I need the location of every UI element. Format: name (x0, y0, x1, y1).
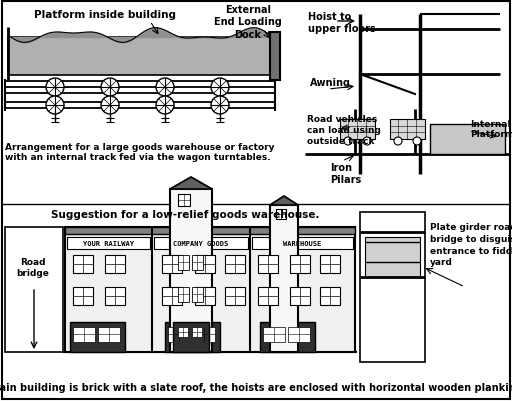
Circle shape (344, 138, 352, 146)
Bar (168, 327, 190, 342)
Circle shape (156, 97, 174, 115)
Bar (73, 287, 93, 305)
Bar (178, 255, 189, 270)
Bar (65, 227, 355, 352)
Bar (8, 38, 270, 76)
Bar (170, 190, 212, 352)
Text: Road vehicles
can load using
outside track: Road vehicles can load using outside tra… (307, 115, 381, 146)
Circle shape (46, 97, 64, 115)
Circle shape (211, 79, 229, 97)
Bar (270, 33, 280, 81)
Text: Plate girder road
bridge to disguise
entrance to fiddle
yard: Plate girder road bridge to disguise ent… (430, 223, 512, 267)
Bar (390, 120, 425, 140)
Text: Awning: Awning (310, 78, 351, 88)
Circle shape (46, 79, 64, 97)
Bar (5, 227, 63, 352)
Bar (173, 322, 209, 352)
Bar (178, 327, 188, 337)
Bar (290, 255, 310, 273)
Bar (360, 213, 425, 362)
Text: COMPANY GOODS: COMPANY GOODS (174, 241, 229, 246)
Text: Road
bridge: Road bridge (16, 258, 50, 277)
Bar (340, 120, 375, 140)
Bar (67, 237, 150, 249)
Text: Platform inside building: Platform inside building (34, 10, 176, 20)
Bar (252, 237, 353, 249)
Text: Suggestion for a low-relief goods warehouse.: Suggestion for a low-relief goods wareho… (51, 209, 319, 219)
Text: WAREHOUSE: WAREHOUSE (283, 241, 321, 246)
Bar (288, 327, 310, 342)
Bar (195, 255, 215, 273)
Bar (105, 287, 125, 305)
Bar (73, 327, 95, 342)
Text: YOUR RAILWAY: YOUR RAILWAY (82, 241, 134, 246)
Bar (73, 255, 93, 273)
Bar (178, 287, 189, 302)
Bar (260, 322, 315, 352)
Bar (225, 287, 245, 305)
Polygon shape (170, 178, 212, 190)
Bar (70, 322, 125, 352)
Bar (192, 287, 203, 302)
Circle shape (101, 79, 119, 97)
Bar (162, 255, 182, 273)
Text: Iron
Pilars: Iron Pilars (330, 162, 361, 184)
Bar (225, 255, 245, 273)
Bar (430, 125, 505, 155)
Bar (98, 327, 120, 342)
Bar (193, 327, 215, 342)
Bar (320, 255, 340, 273)
Bar (154, 237, 248, 249)
Circle shape (413, 138, 421, 146)
Bar (105, 255, 125, 273)
Bar (258, 287, 278, 305)
Bar (162, 287, 182, 305)
Circle shape (363, 138, 371, 146)
Circle shape (394, 138, 402, 146)
Bar (320, 287, 340, 305)
Bar (178, 194, 190, 207)
Text: Hoist to
upper floors: Hoist to upper floors (308, 12, 376, 34)
Text: Main building is brick with a slate roof, the hoists are enclosed with horizonta: Main building is brick with a slate roof… (0, 382, 512, 392)
Bar (65, 227, 355, 235)
Bar (290, 287, 310, 305)
Polygon shape (270, 196, 298, 205)
Bar (365, 237, 420, 277)
Text: Arrangement for a large goods warehouse or factory
with an internal track fed vi: Arrangement for a large goods warehouse … (5, 143, 274, 162)
Bar (165, 322, 220, 352)
Circle shape (101, 97, 119, 115)
Text: Internal
Platform: Internal Platform (470, 120, 512, 139)
Bar (195, 287, 215, 305)
Bar (270, 205, 298, 352)
Bar (263, 327, 285, 342)
Bar (258, 255, 278, 273)
Circle shape (211, 97, 229, 115)
Circle shape (156, 79, 174, 97)
Bar (192, 327, 202, 337)
Bar (276, 209, 286, 219)
Bar (192, 255, 203, 270)
Text: External
End Loading
Dock: External End Loading Dock (214, 5, 282, 40)
